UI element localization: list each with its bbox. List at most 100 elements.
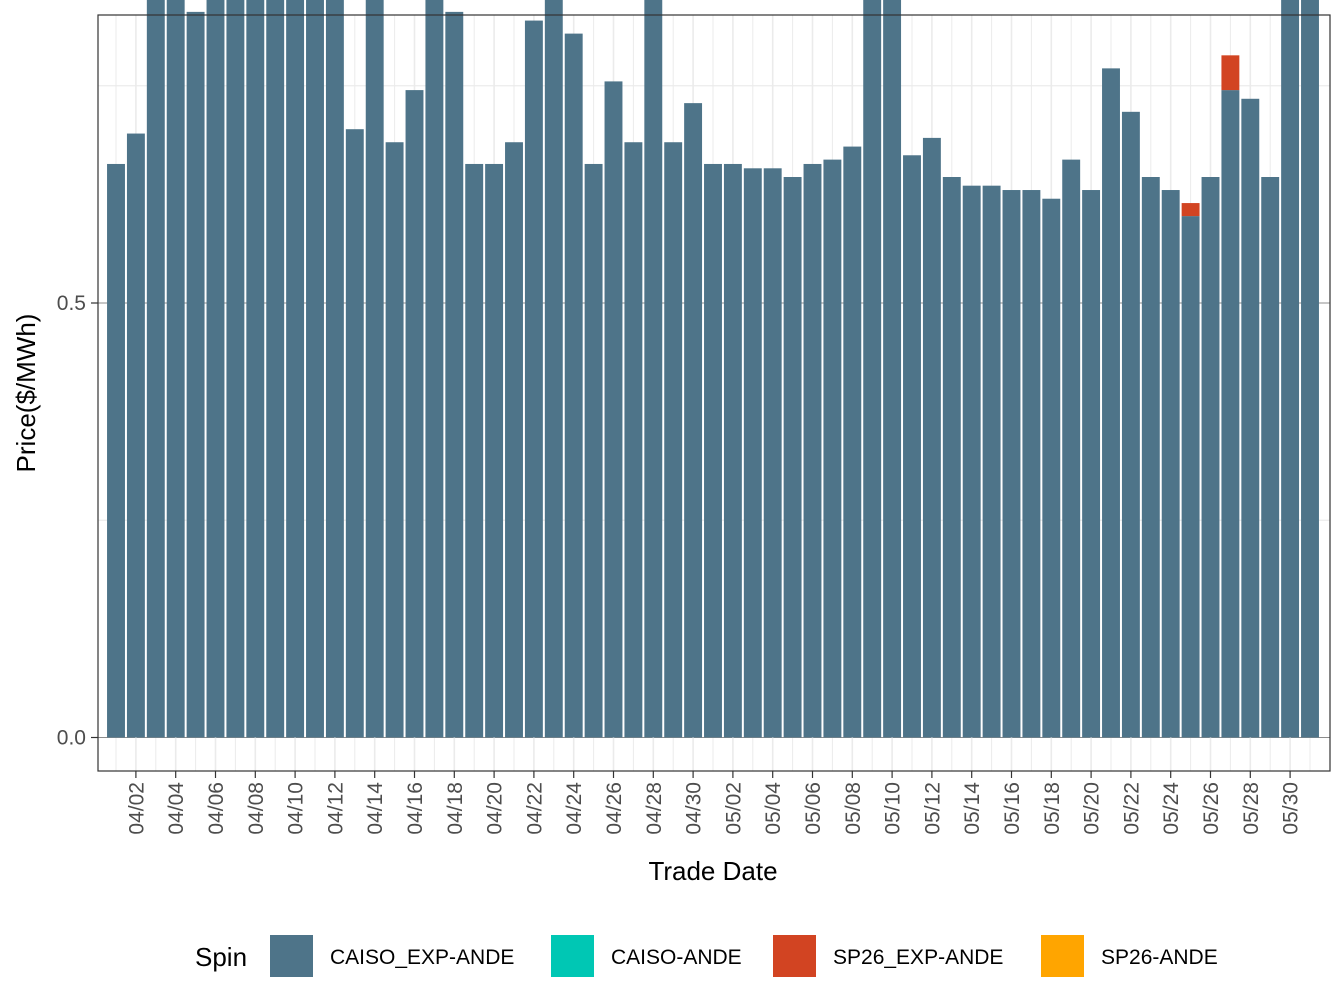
legend-key (270, 935, 313, 977)
y-tick-label: 0.5 (57, 292, 86, 315)
x-tick-label: 05/16 (1001, 782, 1024, 835)
x-tick-label: 05/04 (762, 782, 785, 835)
bar (126, 133, 145, 738)
y-axis: 0.00.51.01.5 (57, 292, 98, 750)
bar (485, 163, 504, 738)
x-tick-label: 04/10 (285, 782, 308, 835)
x-tick-label: 05/08 (842, 782, 865, 835)
bar (445, 11, 464, 738)
bar (1301, 0, 1319, 738)
bar (544, 0, 563, 738)
x-tick-label: 05/06 (802, 782, 825, 835)
bar (186, 11, 205, 738)
panel-border (97, 14, 1331, 772)
bar (922, 137, 941, 738)
x-tick-label: 04/16 (404, 782, 427, 835)
bar (783, 177, 802, 738)
bar (863, 0, 882, 738)
bar (604, 81, 623, 738)
bar (962, 185, 981, 738)
bar (704, 163, 722, 738)
bar (584, 163, 603, 738)
bar (624, 142, 643, 738)
bar (286, 0, 305, 738)
x-tick-label: 04/30 (683, 782, 706, 835)
bar (1161, 190, 1180, 738)
bars-layer (107, 0, 1319, 738)
x-tick-label: 04/22 (523, 782, 546, 835)
bar (345, 129, 364, 738)
bar (1241, 98, 1260, 738)
bar (524, 20, 543, 738)
x-tick-label: 04/06 (205, 782, 228, 835)
bar (1221, 90, 1240, 738)
legend-label: SP26-ANDE (1101, 946, 1218, 969)
x-tick-label: 04/20 (484, 782, 507, 835)
bar (1102, 68, 1120, 738)
bar (1181, 203, 1200, 217)
x-tick-label: 05/20 (1081, 782, 1104, 835)
legend: Spin CAISO_EXP-ANDE CAISO-ANDE SP26_EXP-AN… (195, 935, 1218, 977)
bar (1261, 177, 1280, 738)
bar (365, 0, 384, 738)
bar (425, 0, 444, 738)
bar (465, 163, 484, 738)
bar (1042, 198, 1061, 738)
x-tick-label: 05/24 (1160, 782, 1183, 835)
x-tick-label: 04/18 (444, 782, 467, 835)
bar (803, 163, 822, 738)
bar (664, 142, 683, 738)
x-tick-label: 04/26 (603, 782, 626, 835)
legend-title: Spin (195, 942, 247, 972)
bar (644, 0, 663, 738)
x-axis-title: Trade Date (648, 856, 777, 886)
x-tick-label: 05/22 (1120, 782, 1143, 835)
x-tick-label: 05/12 (921, 782, 944, 835)
bar (823, 159, 842, 738)
bar (1062, 159, 1081, 738)
x-tick-label: 04/08 (245, 782, 268, 835)
bar (743, 168, 762, 738)
bar (325, 0, 344, 738)
bar (1022, 190, 1041, 738)
bar (505, 142, 523, 738)
x-tick-label: 04/02 (125, 782, 148, 835)
bar (306, 0, 324, 738)
x-tick-label: 05/26 (1200, 782, 1223, 835)
bar (266, 0, 285, 738)
bar (146, 0, 165, 738)
bar (942, 177, 961, 738)
x-tick-label: 05/18 (1041, 782, 1064, 835)
bar (1181, 216, 1200, 738)
x-tick-label: 04/28 (643, 782, 666, 835)
bar (226, 0, 245, 738)
legend-label: CAISO_EXP-ANDE (330, 946, 514, 969)
bar (206, 0, 225, 738)
bar (1281, 0, 1300, 738)
bar (107, 163, 125, 738)
bar (1221, 55, 1240, 91)
bar (1002, 190, 1021, 738)
legend-key (551, 935, 594, 977)
bar (1121, 111, 1140, 738)
bar (903, 155, 921, 738)
bar (246, 0, 265, 738)
bar (763, 168, 782, 738)
x-tick-label: 04/24 (563, 782, 586, 835)
legend-label: CAISO-ANDE (611, 946, 742, 969)
x-axis: 04/02 04/04 04/06 04/08 04/10 04/12 04/14 04/16… (125, 771, 1303, 835)
x-tick-label: 04/14 (364, 782, 387, 835)
bar (1082, 190, 1101, 738)
x-tick-label: 05/02 (722, 782, 745, 835)
y-axis-title: Price($/MWh) (11, 314, 41, 473)
bar (385, 142, 404, 738)
bar (843, 146, 862, 738)
bar (723, 163, 742, 738)
bar (982, 185, 1001, 738)
bar (166, 0, 185, 738)
x-tick-label: 05/10 (882, 782, 905, 835)
y-tick-label: 0.0 (57, 727, 86, 750)
x-tick-label: 04/12 (324, 782, 347, 835)
bar (883, 0, 902, 738)
